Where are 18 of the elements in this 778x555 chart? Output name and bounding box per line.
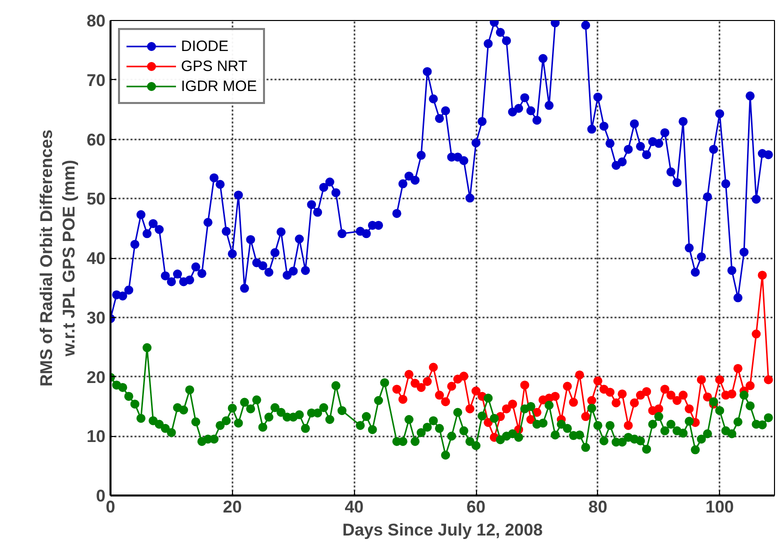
- legend-label: IGDR MOE: [181, 78, 257, 94]
- y-tick-label: 70: [86, 70, 106, 90]
- y-axis-title: RMS of Radial Orbit Differences w.r.t JPL GPS POE (mm): [36, 130, 79, 386]
- x-axis-title: Days Since July 12, 2008: [342, 520, 543, 540]
- y-tick-label: 20: [86, 368, 106, 387]
- y-tick-label: 50: [86, 190, 106, 209]
- x-tick-label: 60: [466, 498, 486, 516]
- y-tick-label: 30: [86, 308, 106, 328]
- x-tick-label: 20: [222, 498, 242, 516]
- y-tick-label: 80: [86, 12, 106, 30]
- x-tick-label: 40: [344, 498, 364, 516]
- x-tick-label: 100: [705, 498, 734, 516]
- y-tick-label: 60: [86, 130, 106, 150]
- legend-label: DIODE: [181, 38, 229, 54]
- x-tick-label: 80: [588, 498, 608, 516]
- legend-label: GPS NRT: [181, 58, 248, 74]
- y-tick-label: 40: [86, 249, 106, 268]
- y-tick-label: 10: [86, 427, 106, 446]
